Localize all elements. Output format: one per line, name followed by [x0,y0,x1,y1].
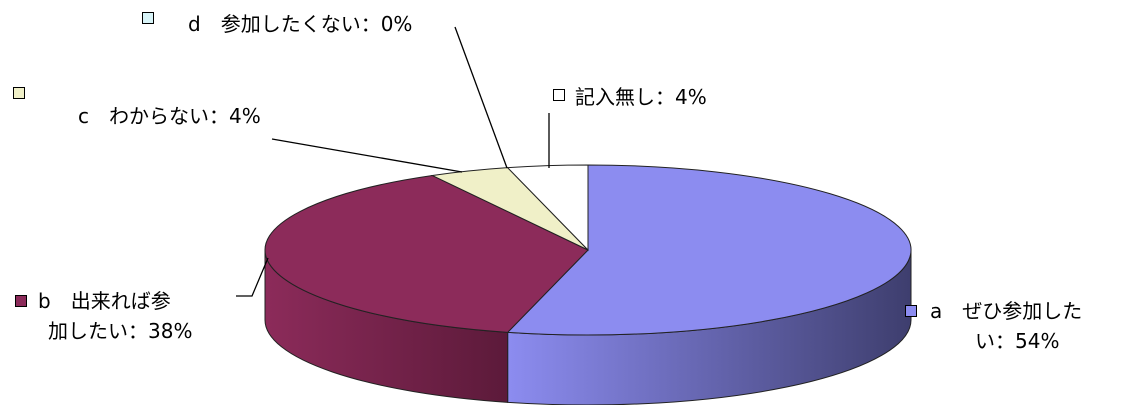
pie-slice-a [506,164,912,336]
legend-swatch-c [13,87,25,99]
leader-line-d [454,26,508,169]
pie-slice-none [506,164,589,252]
leader-line-c [271,138,463,173]
label-none: 記入無し：4% [575,85,707,109]
label-a-line1: a ぜひ参加した [930,299,1083,323]
label-a: a ぜひ参加した い：54% [930,296,1082,356]
legend-swatch-none [553,89,565,101]
leader-line-b [236,257,269,297]
label-c: c わからない：4% [78,104,261,128]
label-b: b 出来れば参 加したい：38% [38,286,192,346]
label-b-line2: 加したい：38% [48,319,193,343]
label-a-line2: い：54% [975,329,1060,353]
legend-swatch-d [142,12,154,24]
label-d: d 参加したくない：0% [188,12,413,36]
legend-swatch-b [15,295,27,307]
legend-swatch-a [905,305,917,317]
label-b-line1: b 出来れば参 [38,289,171,313]
